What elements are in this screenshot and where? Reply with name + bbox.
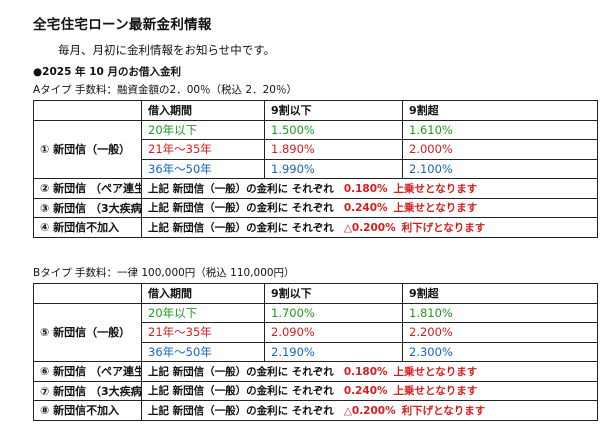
header-period: 借入期間 [141,100,265,121]
rate-le90: 1.500% [264,119,403,140]
row-label-fukanyu: ④ 新団信不加入 [33,217,142,238]
period-cell: 36年～50年 [141,158,265,179]
table-row: ④ 新団信不加入 上記 新団信（一般）の金利に それぞれ △0.200% 利下げとな… [33,217,598,238]
header-gt90: 9割超 [402,100,598,121]
row-label-fukanyu: ⑧ 新団信不加入 [33,400,142,421]
table-row: 36年～50年 2.190% 2.300% [34,341,598,362]
table-header-row: 借入期間 9割以下 9割超 [33,283,598,304]
row-label-pair: ⑥ 新団信 （ペア連生） [33,361,142,382]
note-suffix: 利下げとなります [401,221,486,234]
row-label-3dai: ⑦ 新団信 （3大疾病） [33,380,142,401]
header-period: 借入期間 [141,283,265,304]
header-empty-cell [33,100,142,121]
note-prefix: 上記 新団信（一般）の金利に それぞれ [148,202,334,215]
header-le90: 9割以下 [264,100,403,121]
rate-le90: 1.890% [264,139,403,160]
table-header-row: 借入期間 9割以下 9割超 [33,100,598,121]
note-value: △0.200% [343,221,396,234]
rate-gt90: 2.300% [402,341,598,362]
note-prefix: 上記 新団信（一般）の金利に それぞれ [148,182,334,195]
row-label-3dai: ③ 新団信 （3大疾病） [33,197,142,218]
note-prefix: 上記 新団信（一般）の金利に それぞれ [148,404,334,417]
period-cell: 20年以下 [141,119,265,140]
note-prefix: 上記 新団信（一般）の金利に それぞれ [148,365,334,378]
header-le90: 9割以下 [264,283,403,304]
rate-le90: 2.190% [264,341,403,362]
period-cell: 21年～35年 [141,139,265,160]
adjustment-note: 上記 新団信（一般）の金利に それぞれ △0.200% 利下げとなります [141,400,598,421]
note-suffix: 上乗せとなります [393,182,478,195]
note-suffix: 上乗せとなります [393,202,478,215]
adjustment-note: 上記 新団信（一般）の金利に それぞれ 0.180% 上乗せとなります [141,178,598,199]
note-value: 0.240% [343,385,388,398]
table-row: 36年～50年 1.990% 2.100% [34,158,598,179]
rate-le90: 1.700% [264,302,403,323]
note-suffix: 利下げとなります [401,404,486,417]
table-row: ⑧ 新団信不加入 上記 新団信（一般）の金利に それぞれ △0.200% 利下げとな… [33,400,598,421]
adjustment-note: 上記 新団信（一般）の金利に それぞれ △0.200% 利下げとなります [141,217,598,238]
page-title: 全宅住宅ローン最新金利情報 [33,17,212,33]
rate-le90: 1.990% [264,158,403,179]
row-label-ippan: ① 新団信（一般） [33,119,142,179]
note-value: △0.200% [343,404,396,417]
type-b-label: Bタイプ 手数料：一律 100,000円（税込 110,000円） [33,267,295,279]
table-row: ① 新団信（一般） 20年以下 1.500% 1.610% [33,119,598,179]
note-value: 0.180% [343,365,388,378]
note-suffix: 上乗せとなります [393,365,478,378]
note-value: 0.180% [343,182,388,195]
note-prefix: 上記 新団信（一般）の金利に それぞれ [148,221,334,234]
header-gt90: 9割超 [402,283,598,304]
adjustment-note: 上記 新団信（一般）の金利に それぞれ 0.180% 上乗せとなります [141,361,598,382]
note-suffix: 上乗せとなります [393,385,478,398]
period-cell: 21年～35年 [141,322,265,343]
table-row: ③ 新団信 （3大疾病） 上記 新団信（一般）の金利に それぞれ 0.240% 上乗… [33,197,598,218]
adjustment-note: 上記 新団信（一般）の金利に それぞれ 0.240% 上乗せとなります [141,380,598,401]
type-a-label: Aタイプ 手数料：融資金額の2．00％（税込 2．20％） [33,84,297,96]
header-empty-cell [33,283,142,304]
row-label-pair: ② 新団信 （ペア連生） [33,178,142,199]
note-value: 0.240% [343,202,388,215]
rate-gt90: 2.000% [402,139,598,160]
note-prefix: 上記 新団信（一般）の金利に それぞれ [148,385,334,398]
subtitle: ●2025 年 10 月のお借入金利 [33,66,181,78]
adjustment-note: 上記 新団信（一般）の金利に それぞれ 0.240% 上乗せとなります [141,197,598,218]
period-cell: 20年以下 [141,302,265,323]
table-row: ⑦ 新団信 （3大疾病） 上記 新団信（一般）の金利に それぞれ 0.240% 上乗… [33,380,598,401]
table-row: ⑥ 新団信 （ペア連生） 上記 新団信（一般）の金利に それぞれ 0.180% 上乗… [33,361,598,382]
type-b-rate-table: 借入期間 9割以下 9割超 ⑤ 新団信（一般） 20年以下 1.700% 1.8… [33,283,598,421]
period-cell: 36年～50年 [141,341,265,362]
rate-gt90: 2.200% [402,322,598,343]
intro-text: 毎月、月初に金利情報をお知らせ中です。 [58,43,276,57]
row-label-ippan: ⑤ 新団信（一般） [33,302,142,362]
rate-le90: 2.090% [264,322,403,343]
rate-gt90: 1.810% [402,302,598,323]
table-row: ② 新団信 （ペア連生） 上記 新団信（一般）の金利に それぞれ 0.180% 上乗… [33,178,598,199]
rate-gt90: 1.610% [402,119,598,140]
table-row: ⑤ 新団信（一般） 20年以下 1.700% 1.810% [33,302,598,362]
type-a-rate-table: 借入期間 9割以下 9割超 ① 新団信（一般） 20年以下 1.500% 1.6… [33,100,598,238]
rate-gt90: 2.100% [402,158,598,179]
